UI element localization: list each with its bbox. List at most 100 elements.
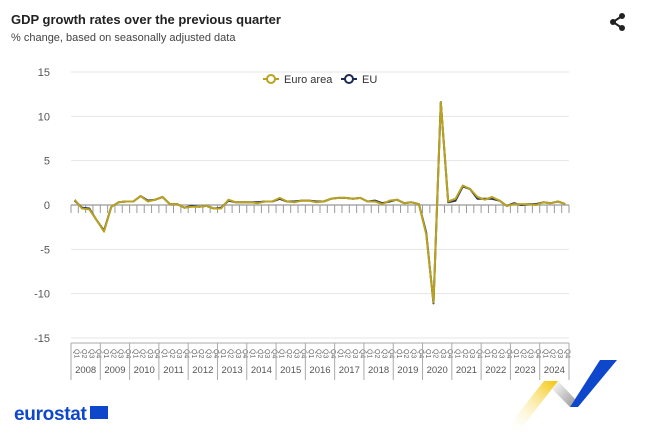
x-quarter-label: Q2: [285, 349, 292, 358]
x-quarter-label: Q4: [475, 349, 482, 358]
y-tick-label: -5: [40, 244, 50, 256]
x-quarter-label: Q1: [424, 349, 431, 358]
x-quarter-label: Q2: [344, 349, 351, 358]
x-quarter-label: Q4: [505, 349, 512, 358]
y-tick-label: -15: [34, 333, 50, 345]
y-tick-label: -10: [34, 289, 50, 301]
x-quarter-label: Q3: [87, 349, 94, 358]
x-quarter-label: Q3: [468, 349, 475, 358]
legend-label: EU: [362, 74, 377, 86]
x-quarter-label: Q3: [380, 349, 387, 358]
x-quarter-label: Q1: [161, 349, 168, 358]
x-year-label: 2010: [134, 365, 155, 376]
x-quarter-label: Q1: [395, 349, 402, 358]
x-year-label: 2017: [339, 365, 360, 376]
x-quarter-label: Q4: [153, 349, 160, 358]
x-quarter-label: Q4: [300, 349, 307, 358]
y-tick-label: 10: [38, 111, 50, 123]
x-quarter-label: Q4: [95, 349, 102, 358]
x-quarter-label: Q4: [183, 349, 190, 358]
x-quarter-label: Q4: [124, 349, 131, 358]
eurostat-ribbon-decoration: [505, 360, 617, 430]
x-quarter-label: Q1: [512, 349, 519, 358]
x-quarter-label: Q2: [109, 349, 116, 358]
y-tick-label: 5: [44, 156, 50, 168]
x-year-label: 2014: [251, 365, 272, 376]
x-quarter-label: Q2: [314, 349, 321, 358]
legend-label: Euro area: [284, 74, 333, 86]
x-year-label: 2021: [456, 365, 477, 376]
y-tick-label: 0: [44, 200, 50, 212]
x-quarter-label: Q3: [439, 349, 446, 358]
x-year-label: 2016: [309, 365, 330, 376]
x-year-label: 2013: [222, 365, 243, 376]
x-quarter-label: Q2: [373, 349, 380, 358]
x-quarter-label: Q2: [226, 349, 233, 358]
x-year-label: 2015: [280, 365, 301, 376]
x-quarter-label: Q3: [527, 349, 534, 358]
x-quarter-label: Q2: [402, 349, 409, 358]
x-quarter-label: Q1: [131, 349, 138, 358]
x-quarter-label: Q3: [322, 349, 329, 358]
x-quarter-label: Q3: [351, 349, 358, 358]
x-quarter-label: Q4: [358, 349, 365, 358]
y-tick-label: 15: [38, 67, 50, 79]
chart-subtitle: % change, based on seasonally adjusted d…: [11, 32, 236, 44]
x-year-label: 2023: [514, 365, 535, 376]
x-quarter-label: Q1: [483, 349, 490, 358]
x-quarter-label: Q1: [366, 349, 373, 358]
x-year-label: 2024: [544, 365, 565, 376]
x-quarter-label: Q2: [197, 349, 204, 358]
x-quarter-label: Q4: [446, 349, 453, 358]
x-year-label: 2019: [397, 365, 418, 376]
x-year-label: 2012: [192, 365, 213, 376]
x-quarter-label: Q2: [519, 349, 526, 358]
x-quarter-label: Q4: [270, 349, 277, 358]
x-quarter-label: Q3: [410, 349, 417, 358]
x-quarter-label: Q2: [256, 349, 263, 358]
eurostat-logo: eurostat: [14, 404, 108, 426]
x-quarter-label: Q4: [388, 349, 395, 358]
x-quarter-label: Q3: [175, 349, 182, 358]
x-quarter-label: Q2: [549, 349, 556, 358]
x-quarter-label: Q1: [102, 349, 109, 358]
x-year-label: 2020: [427, 365, 448, 376]
x-year-label: 2011: [163, 365, 183, 376]
x-quarter-label: Q2: [80, 349, 87, 358]
x-quarter-label: Q2: [168, 349, 175, 358]
x-quarter-label: Q4: [534, 349, 541, 358]
x-quarter-label: Q3: [204, 349, 211, 358]
x-quarter-label: Q3: [146, 349, 153, 358]
x-year-label: 2022: [485, 365, 506, 376]
x-quarter-label: Q1: [336, 349, 343, 358]
share-icon[interactable]: [608, 12, 628, 32]
x-quarter-label: Q1: [73, 349, 80, 358]
x-quarter-label: Q2: [139, 349, 146, 358]
series-line-euro-area: [73, 101, 566, 304]
eu-flag-icon: [89, 406, 108, 420]
x-quarter-label: Q1: [307, 349, 314, 358]
x-quarter-label: Q3: [234, 349, 241, 358]
x-quarter-label: Q4: [329, 349, 336, 358]
x-quarter-label: Q4: [212, 349, 219, 358]
x-quarter-label: Q1: [219, 349, 226, 358]
x-quarter-label: Q4: [563, 349, 570, 358]
x-quarter-label: Q3: [263, 349, 270, 358]
x-quarter-label: Q2: [490, 349, 497, 358]
x-quarter-label: Q3: [117, 349, 124, 358]
x-quarter-label: Q3: [497, 349, 504, 358]
x-year-label: 2008: [75, 365, 96, 376]
x-quarter-label: Q1: [453, 349, 460, 358]
x-year-label: 2018: [368, 365, 389, 376]
x-quarter-label: Q3: [292, 349, 299, 358]
x-quarter-label: Q2: [432, 349, 439, 358]
logo-text: eurostat: [14, 404, 87, 425]
x-year-label: 2009: [104, 365, 125, 376]
chart-title: GDP growth rates over the previous quart…: [11, 12, 281, 27]
x-quarter-label: Q2: [461, 349, 468, 358]
x-quarter-label: Q3: [556, 349, 563, 358]
x-quarter-label: Q4: [241, 349, 248, 358]
x-quarter-label: Q1: [190, 349, 197, 358]
x-quarter-label: Q1: [278, 349, 285, 358]
